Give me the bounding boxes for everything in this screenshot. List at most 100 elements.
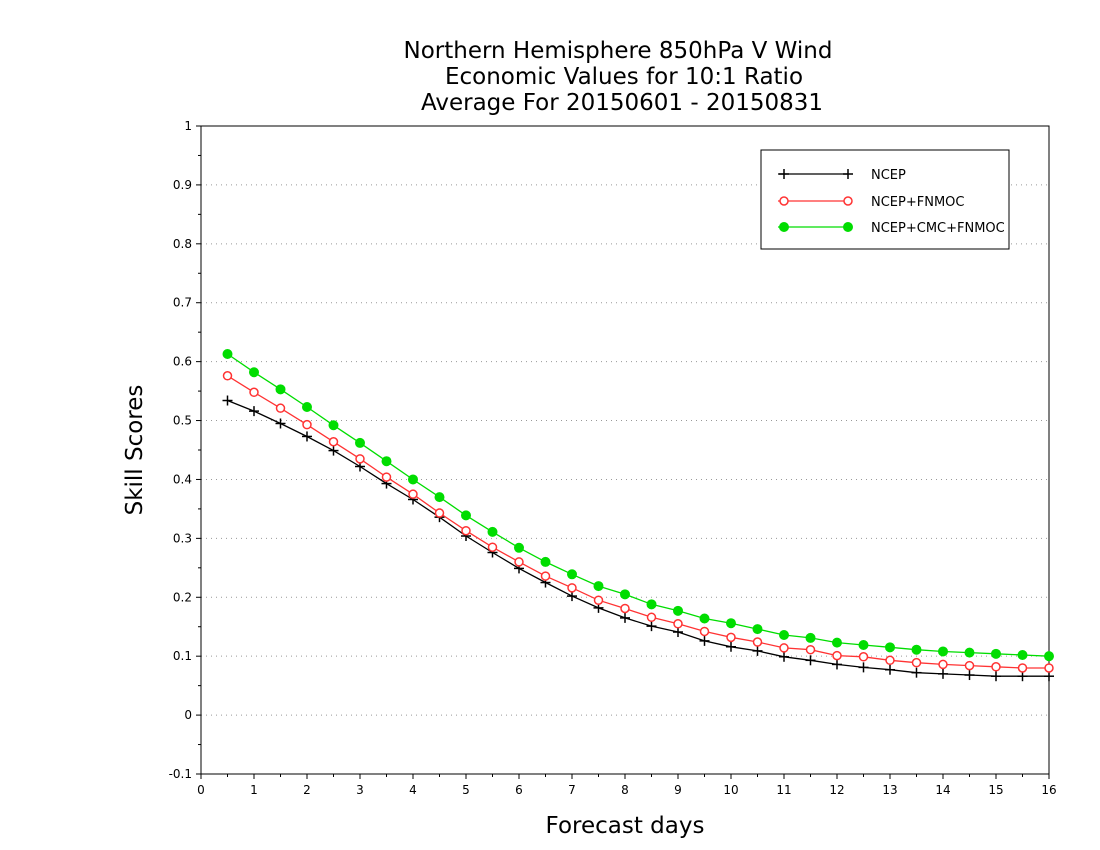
legend-label: NCEP — [871, 168, 906, 183]
data-point — [832, 650, 842, 661]
data-point — [328, 420, 339, 431]
data-point — [302, 419, 312, 430]
data-point — [646, 621, 657, 632]
legend-entry: NCEP+CMC+FNMOC — [778, 221, 1005, 236]
y-axis-label: Skill Scores — [122, 385, 148, 516]
y-tick-label: 0.3 — [173, 531, 192, 545]
data-point — [1017, 650, 1028, 661]
data-point — [673, 627, 683, 638]
y-tick-label: 0.1 — [173, 649, 192, 663]
data-point — [434, 492, 445, 503]
y-tick-label: 0.4 — [173, 472, 192, 486]
data-point — [1017, 663, 1028, 673]
data-point — [487, 526, 498, 537]
series-ncep-cmc-fnmoc — [222, 348, 1054, 662]
data-point — [938, 659, 948, 670]
data-point — [726, 632, 736, 643]
data-point — [885, 642, 895, 653]
y-tick-label: 1 — [184, 119, 192, 133]
data-point — [858, 639, 869, 650]
data-point — [487, 542, 498, 552]
x-tick-label: 14 — [935, 783, 950, 797]
data-point — [911, 657, 922, 668]
data-point — [222, 348, 233, 359]
legend-marker — [779, 169, 789, 179]
data-point — [779, 651, 789, 662]
x-tick-label: 11 — [776, 783, 791, 797]
y-tick-label: 0.2 — [173, 590, 192, 604]
data-point — [249, 367, 259, 378]
y-tick-label: 0.6 — [173, 355, 192, 369]
legend-marker — [843, 169, 853, 179]
data-point — [328, 445, 339, 456]
data-point — [408, 489, 418, 499]
data-point — [355, 437, 365, 448]
x-tick-label: 2 — [303, 783, 311, 797]
data-point — [699, 626, 710, 637]
data-point — [911, 644, 922, 655]
data-point — [275, 418, 286, 429]
y-axis: -0.1 0 0.1 0.2 0.3 0.4 0.5 0.6 0.7 0.8 0.9 1 — [169, 119, 201, 781]
x-axis: 0 1 2 3 4 5 6 7 8 9 10 11 12 13 14 15 16 — [197, 774, 1057, 797]
data-point — [858, 662, 869, 673]
data-point — [991, 662, 1001, 672]
data-point — [646, 599, 657, 610]
legend-marker — [843, 222, 853, 232]
data-point — [699, 613, 710, 624]
series-ncep-fnmoc — [222, 371, 1054, 673]
data-point — [752, 637, 763, 647]
data-point — [858, 652, 869, 662]
legend-label: NCEP+CMC+FNMOC — [871, 221, 1005, 236]
x-tick-label: 0 — [197, 783, 205, 797]
data-point — [620, 612, 630, 623]
x-tick-label: 10 — [723, 783, 738, 797]
data-point — [1044, 651, 1054, 662]
data-point — [752, 645, 763, 656]
x-tick-label: 3 — [356, 783, 364, 797]
y-tick-label: 0.8 — [173, 237, 192, 251]
data-point — [911, 667, 922, 678]
data-point — [832, 659, 842, 670]
series-ncep — [222, 395, 1054, 682]
data-point — [964, 670, 975, 681]
data-point — [514, 542, 524, 553]
legend-entry: NCEP — [778, 168, 906, 183]
series-line — [227, 399, 1049, 677]
data-point — [726, 641, 736, 652]
data-point — [805, 644, 816, 655]
data-point — [805, 632, 816, 643]
data-point — [408, 474, 418, 485]
data-point — [620, 603, 630, 614]
y-tick-label: 0 — [184, 708, 192, 722]
chart-title-line-1: Northern Hemisphere 850hPa V Wind — [404, 38, 833, 64]
series-line — [227, 375, 1049, 669]
data-point — [567, 583, 577, 593]
x-tick-label: 12 — [829, 783, 844, 797]
data-point — [991, 671, 1001, 682]
legend-marker — [779, 222, 789, 232]
y-tick-label: 0.7 — [173, 296, 192, 310]
chart-title-line-3: Average For 20150601 - 20150831 — [421, 90, 823, 116]
data-point — [779, 643, 789, 653]
data-point — [540, 556, 551, 567]
data-point — [673, 605, 683, 616]
y-tick-label: 0.9 — [173, 178, 192, 192]
data-point — [938, 646, 948, 657]
data-point — [673, 619, 683, 629]
legend-marker — [779, 196, 789, 206]
data-point — [1044, 671, 1054, 682]
data-point — [302, 431, 312, 442]
legend-marker — [843, 196, 853, 206]
y-tick-label: -0.1 — [169, 767, 192, 781]
x-tick-label: 6 — [515, 783, 523, 797]
x-tick-label: 13 — [882, 783, 897, 797]
x-tick-label: 7 — [568, 783, 576, 797]
data-point — [1044, 663, 1054, 673]
y-tick-label: 0.5 — [173, 414, 192, 428]
series-line — [227, 353, 1050, 657]
data-point — [726, 618, 736, 629]
data-point — [540, 571, 551, 581]
data-point — [938, 668, 948, 679]
x-tick-label: 1 — [250, 783, 258, 797]
